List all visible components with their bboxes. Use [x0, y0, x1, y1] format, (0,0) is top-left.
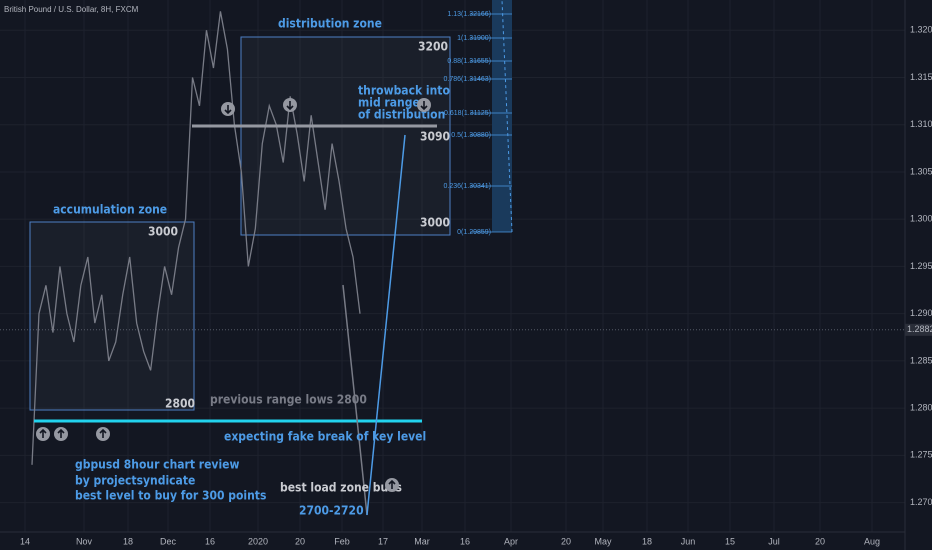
- last-price-label: 1.28829: [907, 324, 932, 334]
- x-tick-label: 20: [295, 536, 305, 546]
- x-tick-label: 16: [460, 536, 470, 546]
- arrow-glyph: [224, 105, 232, 115]
- x-tick-label: Apr: [504, 536, 518, 546]
- price-line: [31, 11, 361, 465]
- annotation: best level to buy for 300 points: [75, 489, 266, 503]
- annotation: best load zone bulls: [280, 481, 402, 495]
- y-tick-label: 1.27500: [910, 450, 932, 460]
- x-tick-label: 14: [20, 536, 30, 546]
- fib-label: 0.786(1.31463): [444, 76, 491, 83]
- fib-label: 1(1.31900): [457, 35, 491, 42]
- fib-label: 0.618(1.31125): [444, 110, 491, 117]
- x-tick-label: 2020: [248, 536, 268, 546]
- x-tick-label: 20: [561, 536, 571, 546]
- arrow-glyph: [286, 101, 294, 111]
- y-tick-label: 1.29500: [910, 261, 932, 271]
- projection-line: [342, 284, 368, 516]
- y-tick-label: 1.31500: [910, 72, 932, 82]
- y-tick-label: 1.31000: [910, 119, 932, 129]
- x-tick-label: 16: [205, 536, 215, 546]
- y-tick-label: 1.32000: [910, 25, 932, 35]
- distribution-box: [240, 36, 451, 236]
- annotation: 3090: [420, 130, 450, 144]
- annotation: of distribution: [358, 108, 445, 122]
- y-tick-label: 1.30500: [910, 166, 932, 176]
- x-tick-label: Jul: [768, 536, 780, 546]
- annotation: expecting fake break of key level: [224, 430, 426, 444]
- annotation: throwback into: [358, 84, 450, 98]
- annotation: 3200: [418, 40, 448, 54]
- fib-label: 0.88(1.31655): [447, 58, 491, 65]
- x-tick-label: 17: [378, 536, 388, 546]
- x-tick-label: Jun: [681, 536, 696, 546]
- annotation: mid range: [358, 96, 420, 110]
- x-tick-label: Aug: [864, 536, 880, 546]
- last-price-tag: [905, 323, 932, 336]
- fib-label: 0.236(1.30341): [444, 183, 491, 190]
- y-tick-label: 1.28500: [910, 355, 932, 365]
- y-tick-label: 1.30000: [910, 214, 932, 224]
- arrow-glyph: [420, 101, 428, 111]
- symbol-title: British Pound / U.S. Dollar, 8H, FXCM: [4, 5, 139, 14]
- annotation: 3000: [148, 225, 178, 239]
- x-tick-label: May: [594, 536, 612, 546]
- fib-label: 0(1.29859): [457, 229, 491, 236]
- annotation: 3000: [420, 216, 450, 230]
- x-tick-label: Mar: [414, 536, 430, 546]
- y-tick-label: 1.27000: [910, 497, 932, 507]
- annotation: distribution zone: [278, 17, 382, 31]
- arrow-glyph: [388, 479, 396, 489]
- x-tick-label: 18: [642, 536, 652, 546]
- projection-line: [366, 134, 406, 516]
- arrow-glyph: [99, 428, 107, 438]
- x-tick-label: Dec: [160, 536, 177, 546]
- fib-levels: 1.13(1.32166) 1(1.31900) 0.88(1.31655) 0.78…: [444, 0, 513, 236]
- y-tick-label: 1.28000: [910, 403, 932, 413]
- annotation: by projectsyndicate: [75, 474, 195, 488]
- accumulation-box: [29, 221, 195, 411]
- y-tick-label: 1.29000: [910, 308, 932, 318]
- fib-label: 0.5(1.30880): [451, 132, 491, 139]
- arrow-glyph: [39, 428, 47, 438]
- x-tick-label: 20: [815, 536, 825, 546]
- annotation: 2800: [165, 397, 195, 411]
- fib-label: 1.13(1.32166): [447, 11, 491, 18]
- fib-panel: [492, 0, 512, 232]
- annotation: 2700-2720: [299, 504, 364, 518]
- x-tick-label: 18: [123, 536, 133, 546]
- x-tick-label: Nov: [76, 536, 93, 546]
- arrow-glyph: [57, 428, 65, 438]
- annotation: accumulation zone: [53, 203, 167, 217]
- fib-trend: [501, 0, 513, 233]
- x-tick-label: 15: [725, 536, 735, 546]
- x-tick-label: Feb: [334, 536, 350, 546]
- annotation: gbpusd 8hour chart review: [75, 458, 239, 472]
- annotation: previous range lows 2800: [210, 393, 367, 407]
